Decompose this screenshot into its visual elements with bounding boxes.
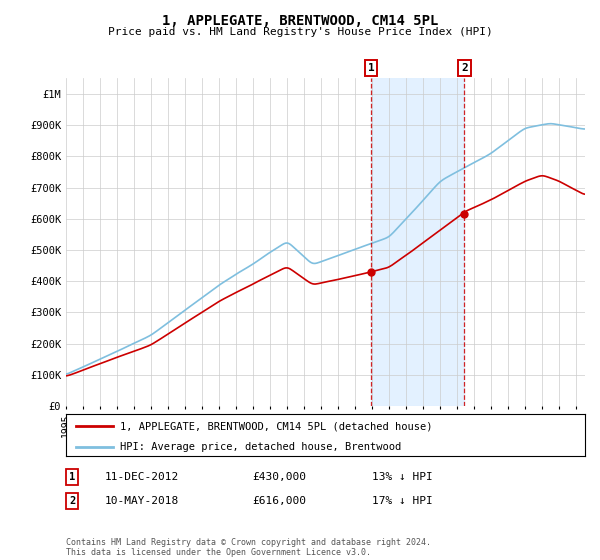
Bar (566, 78, 593, 406)
Text: 13% ↓ HPI: 13% ↓ HPI (372, 472, 433, 482)
Text: 1, APPLEGATE, BRENTWOOD, CM14 5PL (detached house): 1, APPLEGATE, BRENTWOOD, CM14 5PL (detac… (121, 421, 433, 431)
Text: 11-DEC-2012: 11-DEC-2012 (105, 472, 179, 482)
Text: 17% ↓ HPI: 17% ↓ HPI (372, 496, 433, 506)
Text: 1: 1 (368, 63, 374, 73)
Text: 1: 1 (69, 472, 75, 482)
Bar (371, 78, 464, 406)
Text: Price paid vs. HM Land Registry's House Price Index (HPI): Price paid vs. HM Land Registry's House … (107, 27, 493, 37)
Text: Contains HM Land Registry data © Crown copyright and database right 2024.
This d: Contains HM Land Registry data © Crown c… (66, 538, 431, 557)
Text: 10-MAY-2018: 10-MAY-2018 (105, 496, 179, 506)
Text: 2: 2 (69, 496, 75, 506)
Text: £616,000: £616,000 (252, 496, 306, 506)
Text: 1, APPLEGATE, BRENTWOOD, CM14 5PL: 1, APPLEGATE, BRENTWOOD, CM14 5PL (162, 14, 438, 28)
Text: HPI: Average price, detached house, Brentwood: HPI: Average price, detached house, Bren… (121, 442, 402, 452)
Text: £430,000: £430,000 (252, 472, 306, 482)
Text: 2: 2 (461, 63, 468, 73)
